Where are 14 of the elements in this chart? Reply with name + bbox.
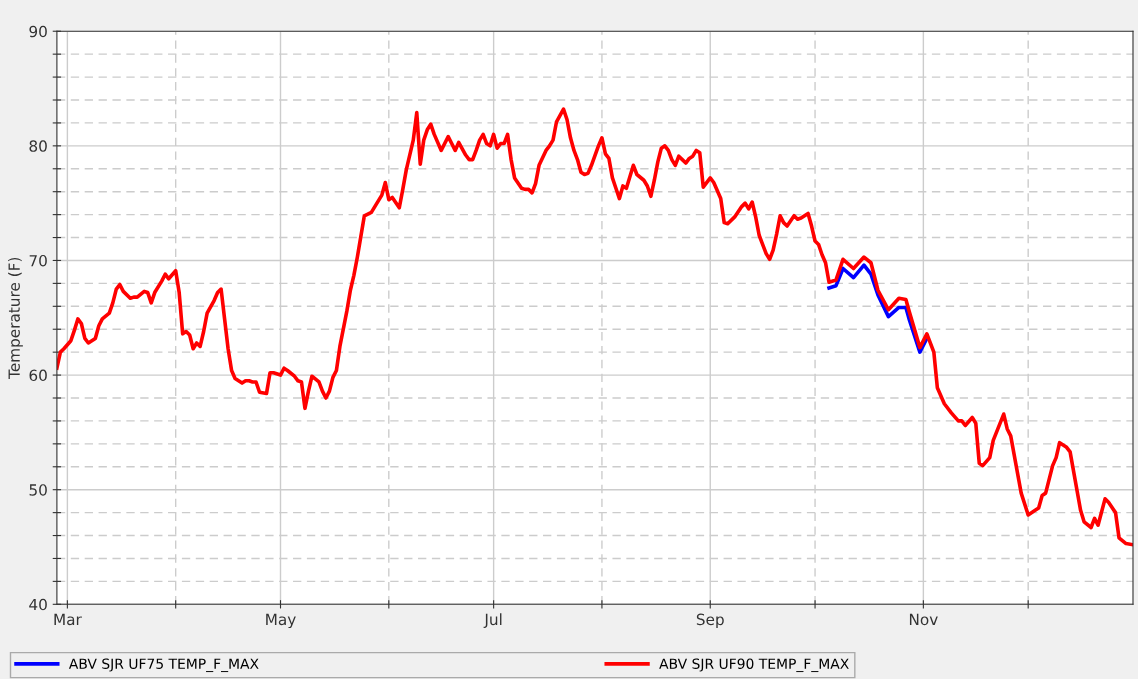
x-tick-label: Mar [54,613,82,626]
x-tick-label: May [266,613,296,629]
y-tick-label: 70 [29,254,47,267]
y-tick-label: 80 [29,140,47,152]
x-tick-label: Jul [483,613,502,628]
y-tick-label: 50 [29,484,47,496]
y-tick-label: 40 [29,598,47,611]
x-tick-label: Sep [696,613,724,629]
y-axis-title: Temperature (F) [8,257,23,379]
legend-label: ABV SJR UF75 TEMP_F_MAX [68,658,259,673]
y-tick-label: 60 [29,369,47,382]
y-tick-label: 90 [29,25,47,38]
x-tick-label: Nov [909,613,938,626]
legend-label: ABV SJR UF90 TEMP_F_MAX [659,658,849,673]
